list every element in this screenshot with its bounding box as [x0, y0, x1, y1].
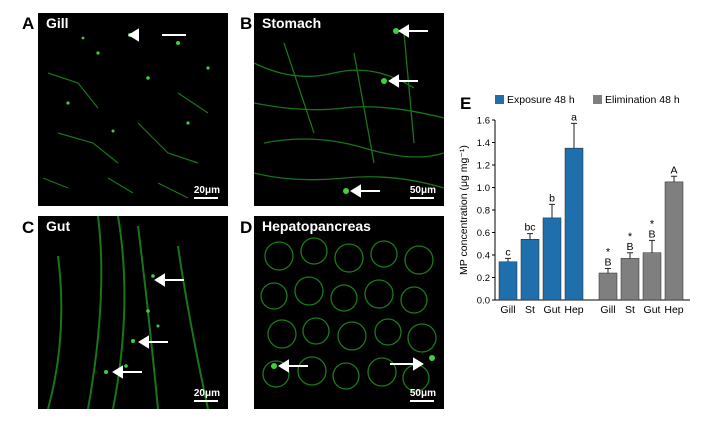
x-tick-label: Gill [600, 304, 615, 316]
significance-letter: bc [524, 222, 535, 234]
y-tick-label: 1.4 [477, 138, 490, 149]
scalebar-label: 20μm [193, 388, 220, 399]
legend-swatch [495, 95, 504, 104]
panel-letter-c: C [22, 218, 35, 237]
panel-letter-e: E [460, 94, 472, 113]
significance-letter: a [571, 111, 577, 123]
panel-title-gut: Gut [46, 218, 71, 234]
bar [598, 272, 618, 301]
significance-star: * [650, 218, 655, 230]
significance-star: * [628, 231, 633, 243]
micrograph-gill: Gill 20μm [38, 13, 228, 206]
gut-tissue-image [47, 216, 209, 409]
micrograph-hepatopancreas: Hepatopancreas 50μm [254, 216, 444, 409]
panel-title-gill: Gill [46, 15, 69, 31]
y-tick-label: 1.0 [477, 183, 490, 194]
x-tick-label: St [625, 304, 635, 316]
y-tick-label: 0.6 [477, 228, 490, 239]
y-tick-label: 1.6 [477, 116, 490, 127]
micrograph-stomach: Stomach 50μm [254, 13, 444, 206]
y-tick-label: 1.2 [477, 161, 490, 172]
bar-chart: Exposure 48 h Elimination 48 h 0.0 0.2 0.4 0.… [458, 94, 690, 316]
legend-swatch [593, 95, 602, 104]
scalebar-gill: 20μm [193, 185, 220, 199]
significance-letter: B [604, 257, 611, 269]
x-tick-label: Hep [664, 304, 683, 316]
significance-letter: A [670, 164, 677, 176]
legend-label: Elimination 48 h [605, 94, 680, 106]
x-tick-label: Gut [644, 304, 661, 316]
x-tick-label: Gill [500, 304, 515, 316]
y-tick-label: 0.8 [477, 206, 490, 217]
significance-letter: c [505, 246, 510, 258]
panel-title-stomach: Stomach [262, 15, 322, 31]
arrow-icons-stomach [350, 24, 428, 198]
scalebar-hepatopancreas: 50μm [409, 388, 436, 402]
panel-letter-b: B [240, 14, 253, 33]
y-axis-label: MP concentration (μg mg⁻¹) [458, 145, 470, 275]
bar [542, 217, 562, 301]
scalebar-gut: 20μm [193, 388, 220, 402]
arrow-icons-hepatopancreas [278, 357, 424, 373]
scalebar-label: 50μm [409, 388, 436, 399]
bar [620, 258, 640, 301]
x-tick-label: St [525, 304, 535, 316]
bar [664, 181, 684, 301]
gill-tissue-image [42, 33, 210, 199]
x-tick-label: Gut [544, 304, 561, 316]
stomach-tissue-image [254, 28, 444, 194]
bar [642, 252, 662, 301]
y-tick-label: 0.2 [477, 273, 490, 284]
scalebar-label: 20μm [193, 185, 220, 196]
arrow-icons-gut [112, 273, 184, 379]
y-tick-label: 0.4 [477, 251, 490, 262]
significance-star: * [606, 247, 611, 259]
significance-letter: b [549, 192, 555, 204]
significance-letter: B [626, 241, 633, 253]
scalebar-stomach: 50μm [409, 185, 436, 199]
bar [564, 147, 584, 301]
bar [498, 261, 518, 301]
panel-title-hepatopancreas: Hepatopancreas [262, 218, 371, 234]
micrograph-gut: Gut 20μm [38, 216, 228, 409]
x-tick-label: Hep [564, 304, 583, 316]
bar [520, 239, 540, 301]
scalebar-label: 50μm [409, 185, 436, 196]
panel-letter-a: A [22, 14, 35, 33]
significance-letter: B [648, 228, 655, 240]
panel-letter-d: D [240, 218, 253, 237]
legend-label: Exposure 48 h [507, 94, 575, 106]
arrow-icons-gill [128, 28, 186, 42]
y-tick-label: 0.0 [477, 296, 490, 307]
